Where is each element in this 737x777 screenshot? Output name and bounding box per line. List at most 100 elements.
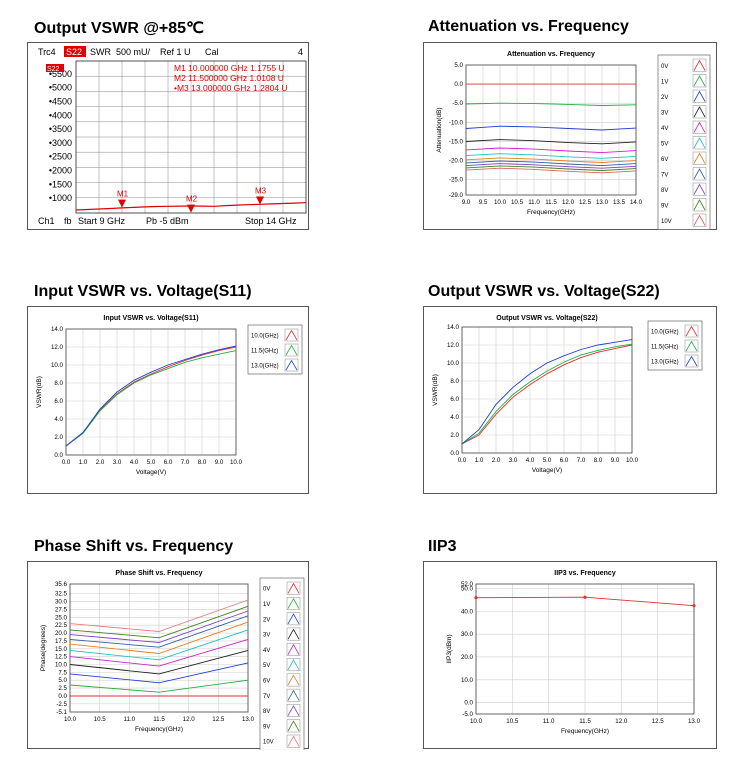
vna-y-tick-label: •4500 <box>49 96 72 106</box>
x-tick-label: 9.5 <box>479 199 488 206</box>
vna-y-tick-label: •1500 <box>49 179 72 189</box>
y-tick-label: 20.0 <box>55 630 68 637</box>
y-tick-label: 10.0 <box>447 360 460 367</box>
legend-entry: 5V <box>661 141 668 147</box>
legend-swatch <box>285 359 298 371</box>
legend-swatch-box <box>692 58 707 72</box>
x-tick-label: 5.0 <box>147 459 156 466</box>
legend-swatch <box>287 582 300 594</box>
y-tick-label: 5.0 <box>58 677 67 684</box>
legend-swatch-box <box>692 198 707 212</box>
legend-swatch-box <box>286 581 301 595</box>
x-tick-label: 3.0 <box>509 457 518 464</box>
x-tick-label: 2.0 <box>96 459 105 466</box>
phase-shift-panel: Phase Shift vs. Frequency 10.0 10.5 11.0 11.… <box>27 561 309 751</box>
legend-swatch-box <box>692 120 707 134</box>
vna-marker <box>187 204 195 213</box>
legend-swatch-box <box>286 597 301 610</box>
legend-swatch-box <box>692 151 707 165</box>
legend-swatch <box>287 720 300 732</box>
y-tick-label: -25.0 <box>449 177 464 184</box>
x-axis-label: Frequency(GHz) <box>561 728 609 735</box>
y-tick-label: 50.0 <box>461 586 474 593</box>
y-axis-label: VSWR(dB) <box>36 376 43 408</box>
legend-swatch-box <box>286 688 301 702</box>
x-tick-label: 10.0 <box>230 459 243 466</box>
series-line <box>69 621 249 654</box>
y-tick-label: 22.5 <box>55 622 68 629</box>
x-tick-label: 12.0 <box>562 199 575 206</box>
vna-y-tick-label: •3500 <box>49 124 72 134</box>
y-tick-label: -5.1 <box>56 709 67 716</box>
series-line <box>465 160 637 167</box>
legend-swatch <box>693 75 706 87</box>
series-line <box>465 163 637 169</box>
vna-marker <box>256 196 264 205</box>
x-tick-label: 4.0 <box>130 459 139 466</box>
plot-frame <box>461 326 633 454</box>
legend-entry: 6V <box>263 678 270 684</box>
legend-swatch <box>693 137 706 149</box>
x-tick-label: 12.5 <box>652 718 665 725</box>
y-tick-label: 14.0 <box>51 326 64 333</box>
series-line <box>65 345 237 447</box>
legend-swatch-box <box>692 89 707 103</box>
legend-swatch <box>287 689 300 701</box>
series-line <box>69 615 249 648</box>
series-line <box>461 344 633 445</box>
vna-trace-badge <box>46 64 64 72</box>
x-tick-label: 8.0 <box>594 457 603 464</box>
legend-swatch-box <box>286 627 301 641</box>
legend-swatch <box>693 152 706 164</box>
legend-swatch <box>287 613 300 625</box>
y-tick-label: 8.0 <box>450 378 459 385</box>
series-line <box>69 610 249 643</box>
y-tick-label: 5.0 <box>454 62 463 69</box>
legend-swatch <box>287 659 300 670</box>
vna-screen: Trc4 S22 SWR 500 mU/ Ref 1 U Cal 4 •5500… <box>27 42 309 230</box>
output-vswr-chart: Output VSWR vs. Voltage(S22) 0.0 1.0 2.0 3.0… <box>432 315 703 474</box>
series-line <box>69 638 249 667</box>
y-tick-label: 30.0 <box>461 631 474 638</box>
legend-swatch-box <box>692 136 707 150</box>
x-tick-label: 11.0 <box>528 199 540 206</box>
y-tick-label: 8.0 <box>54 380 63 387</box>
x-tick-label: 3.0 <box>113 459 122 466</box>
x-tick-label: 14.0 <box>630 199 643 206</box>
vna-marker-label: M2 <box>186 195 198 204</box>
vna-marker-readout: M2 11.500000 GHz 1.0108 U <box>174 73 284 83</box>
legend-entry: 0V <box>263 587 270 593</box>
legend-swatch-box <box>692 182 707 196</box>
vna-frame <box>75 60 307 214</box>
legend-entry: 9V <box>661 203 668 209</box>
legend-swatch <box>693 59 706 71</box>
y-tick-label: 10.0 <box>461 677 474 684</box>
legend-entry: 7V <box>661 172 668 178</box>
x-tick-label: 11.5 <box>579 718 591 725</box>
x-tick-label: 12.0 <box>615 718 628 725</box>
series-line <box>461 343 633 445</box>
y-tick-label: 12.0 <box>447 342 460 349</box>
legend-swatch-box <box>286 673 301 687</box>
legend-entry: 1V <box>661 79 668 85</box>
vna-marker-readout: M1 10.000000 GHz 1.1755 U <box>174 63 285 73</box>
legend-entry: 7V <box>263 694 270 700</box>
x-tick-label: 11.5 <box>153 716 165 723</box>
legend-swatch <box>285 329 298 341</box>
vna-scale-label: 500 mU/ <box>116 47 151 57</box>
attenuation-chart: Attenuation vs. Frequency 9.0 9.5 10.0 10.5 1… <box>436 51 711 230</box>
legend-entry: 11.5(GHz) <box>251 349 278 355</box>
x-axis-label: Voltage(V) <box>136 469 166 476</box>
series-line <box>69 679 249 693</box>
chart-title: Input VSWR vs. Voltage(S11) <box>103 315 198 322</box>
legend-entry: 13.0(GHz) <box>651 360 679 366</box>
plot-frame <box>475 583 695 715</box>
legend-entry: 3V <box>263 633 270 639</box>
legend-swatch <box>693 106 706 118</box>
legend-swatch <box>287 628 300 640</box>
legend-entry: 10.0(GHz) <box>251 334 279 340</box>
y-tick-label: 2.0 <box>54 434 63 441</box>
vna-y-tick-label: •1000 <box>49 193 72 203</box>
y-axis-label: Phase(degrees) <box>40 625 47 671</box>
vna-fb-label: fb <box>64 216 72 226</box>
